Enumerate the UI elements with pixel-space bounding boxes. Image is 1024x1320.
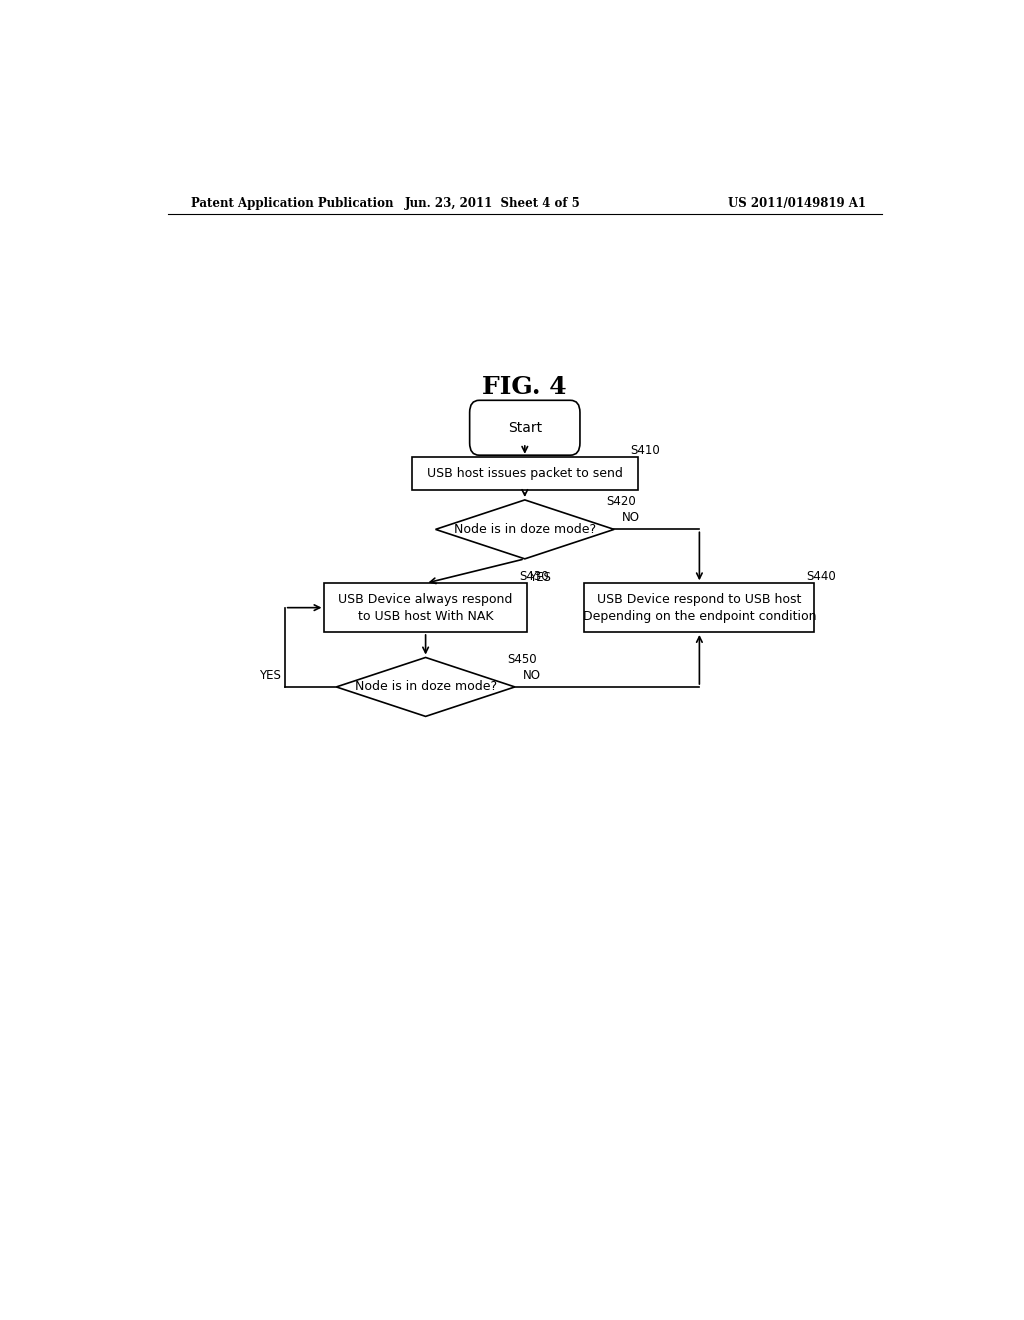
Polygon shape [435, 500, 614, 558]
Text: Patent Application Publication: Patent Application Publication [191, 197, 394, 210]
Text: US 2011/0149819 A1: US 2011/0149819 A1 [728, 197, 866, 210]
Text: YES: YES [259, 669, 281, 682]
Text: S450: S450 [507, 652, 537, 665]
Text: Node is in doze mode?: Node is in doze mode? [354, 680, 497, 693]
Text: FIG. 4: FIG. 4 [482, 375, 567, 399]
Text: S420: S420 [606, 495, 636, 508]
Text: YES: YES [528, 572, 551, 583]
Text: NO: NO [523, 669, 541, 682]
Text: S430: S430 [519, 570, 549, 583]
Polygon shape [336, 657, 515, 717]
Bar [585, 583, 814, 632]
Text: NO: NO [622, 511, 640, 524]
Text: USB Device respond to USB host
Depending on the endpoint condition: USB Device respond to USB host Depending… [583, 593, 816, 623]
Text: USB Device always respond
to USB host With NAK: USB Device always respond to USB host Wi… [338, 593, 513, 623]
Text: Node is in doze mode?: Node is in doze mode? [454, 523, 596, 536]
Text: Jun. 23, 2011  Sheet 4 of 5: Jun. 23, 2011 Sheet 4 of 5 [406, 197, 581, 210]
Text: S410: S410 [630, 444, 659, 457]
Bar [412, 457, 638, 490]
Text: USB host issues packet to send: USB host issues packet to send [427, 467, 623, 480]
Bar [325, 583, 526, 632]
Text: S440: S440 [807, 570, 837, 583]
Text: Start: Start [508, 421, 542, 434]
FancyBboxPatch shape [470, 400, 580, 455]
